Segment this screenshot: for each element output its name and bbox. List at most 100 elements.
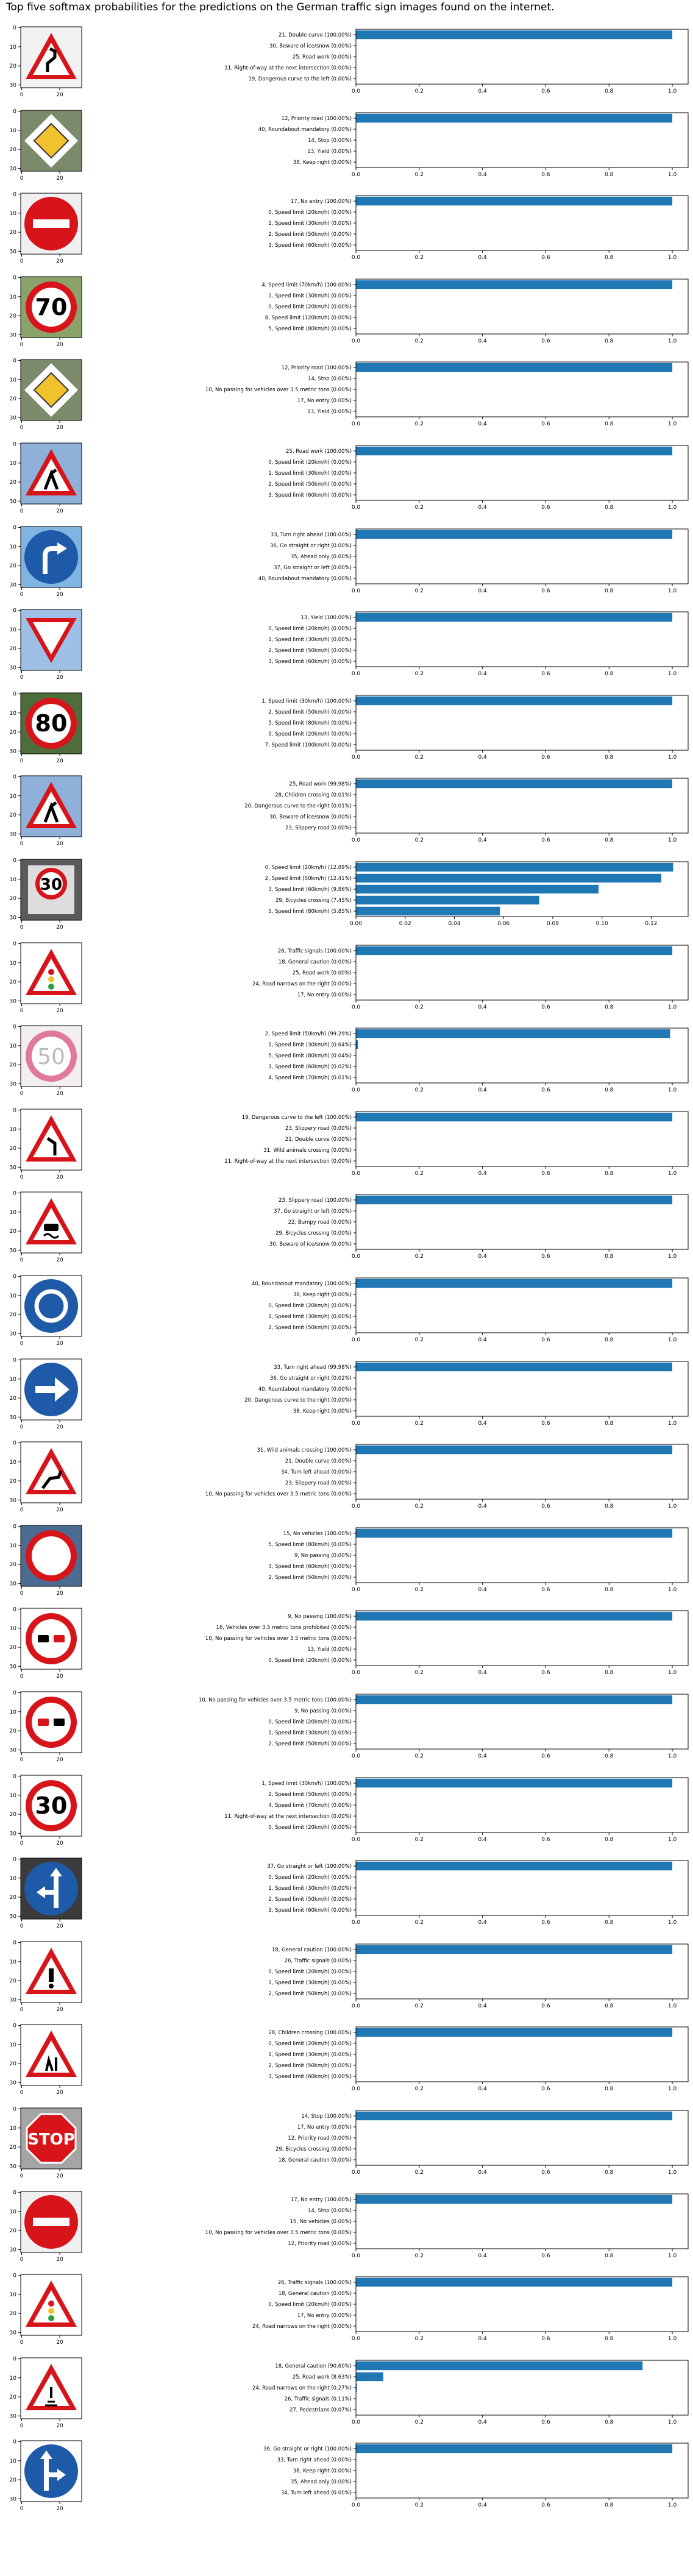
image-xtick-label: 20 (56, 2340, 63, 2346)
category-label: 4, Speed limit (70km/h) (0.00%) (268, 1803, 352, 1809)
bar (356, 696, 673, 705)
image-frame (20, 1275, 82, 1337)
image-xtick-label: 0 (20, 1923, 24, 1929)
xtick-label: 0.0 (352, 2419, 361, 2425)
category-label: 3, Speed limit (60km/h) (0.00%) (268, 659, 352, 665)
image-ytick-label: 20 (10, 1728, 17, 1734)
bar (356, 1528, 673, 1538)
xtick-label: 1.0 (668, 1421, 677, 1427)
image-xtick-label: 0 (20, 342, 24, 348)
image-xtick-label: 20 (56, 675, 63, 681)
image-xtick-label: 0 (20, 1840, 24, 1847)
image-xtick-label: 0 (20, 1591, 24, 1597)
xtick-label: 0.4 (478, 754, 487, 761)
image-ytick-label: 0 (13, 941, 16, 947)
bar (356, 779, 672, 789)
image-ytick-label: 30 (10, 832, 17, 838)
bar (356, 2444, 673, 2454)
image-ytick-label: 10 (10, 544, 17, 550)
plot-frame (355, 2110, 689, 2166)
xtick-label: 0.0 (352, 1587, 361, 1593)
image-ytick-label: 30 (10, 82, 17, 88)
xtick-label: 0.0 (352, 421, 361, 427)
plot-frame (355, 945, 689, 1001)
category-label: 21, Double curve (0.00%) (285, 1458, 352, 1464)
image-frame (20, 2024, 82, 2086)
xtick-label: 0.8 (605, 2419, 614, 2425)
xtick-label: 0.8 (605, 1920, 614, 1926)
image-ytick-label: 20 (10, 1562, 17, 1568)
category-label: 38, Keep right (0.00%) (293, 160, 352, 166)
bar-plot: 2, Speed limit (50km/h) (99.29%) 1, Speed… (265, 1027, 689, 1093)
image-ytick-label: 0 (13, 192, 16, 198)
xtick-label: 0.8 (605, 837, 614, 843)
category-label: 1, Speed limit (30km/h) (0.00%) (268, 221, 352, 227)
category-label: 2, Speed limit (50km/h) (0.00%) (268, 232, 352, 238)
image-xtick-label: 20 (56, 1174, 63, 1180)
image-ytick-label: 30 (10, 748, 17, 754)
image-frame (20, 26, 82, 88)
xtick-label: 0.0 (352, 172, 361, 178)
xtick-label: 1.0 (668, 1087, 677, 1093)
no-entry-sign-icon (21, 193, 82, 255)
category-label: 7, Speed limit (100km/h) (0.00%) (265, 742, 352, 748)
xtick-label: 0.6 (541, 1587, 550, 1593)
category-label: 20, Dangerous curve to the right (0.01%) (244, 803, 352, 809)
priority-road-sign-icon (21, 110, 82, 171)
bar (356, 196, 673, 206)
category-label: 0, Speed limit (20km/h) (0.00%) (268, 1303, 352, 1309)
image-ytick-label: 0 (13, 275, 16, 281)
image-ytick-label: 30 (10, 1831, 17, 1837)
xtick-label: 0.0 (352, 1337, 361, 1343)
category-label: 18, General caution (0.00%) (279, 959, 352, 965)
xtick-label: 0.6 (541, 754, 550, 761)
xtick-label: 0.2 (415, 1171, 424, 1177)
category-label: 24, Road narrows on the right (0.00%) (252, 981, 352, 987)
image-ytick-label: 30 (10, 499, 17, 505)
category-label: 3, Speed limit (60km/h) (0.00%) (268, 492, 352, 499)
xtick-label: 0.0 (352, 671, 361, 677)
prediction-row: 0 10 20 30 0 20 9, No passing (100.00%) 16, Veh… (0, 1602, 693, 1685)
image-frame (20, 942, 82, 1004)
image-ytick-label: 20 (10, 480, 17, 486)
xtick-label: 0.0 (352, 1753, 361, 1759)
category-label: 9, No passing (0.00%) (294, 1708, 352, 1714)
yield-sign-icon (21, 609, 82, 671)
image-frame (20, 609, 82, 671)
image-ytick-label: 10 (10, 1792, 17, 1798)
plot-frame (355, 279, 689, 335)
image-xtick-label: 0 (20, 1507, 24, 1513)
plot-frame (355, 1610, 689, 1666)
prediction-row: 80 0 10 20 30 0 20 1, Speed limit (30km/h) (100… (0, 687, 693, 770)
category-label: 18, General caution (0.00%) (279, 2157, 352, 2163)
light-green (48, 2315, 54, 2322)
image-ytick-label: 20 (10, 1396, 17, 1402)
image-xtick-label: 20 (56, 1591, 63, 1597)
image-ytick-label: 20 (10, 729, 17, 736)
image-ytick-label: 30 (10, 1248, 17, 1254)
xtick-label: 0.2 (415, 588, 424, 594)
xtick-label: 0.6 (541, 2003, 550, 2009)
image-ytick-label: 20 (10, 646, 17, 652)
image-ytick-label: 10 (10, 1959, 17, 1965)
image-xtick-label: 20 (56, 1757, 63, 1763)
image-ytick-label: 30 (10, 1414, 17, 1421)
xtick-label: 0.4 (478, 88, 487, 94)
stop-sign-icon: STOP (21, 2108, 82, 2169)
bar (356, 2361, 643, 2370)
image-ytick-label: 0 (13, 1691, 16, 1697)
bar-plot: 21, Double curve (100.00%) 30, Beware of … (224, 29, 689, 94)
sign-number: 50 (37, 1045, 65, 1070)
image-ytick-label: 30 (10, 249, 17, 255)
image-xtick-label: 0 (20, 2340, 24, 2346)
xtick-label: 1.0 (668, 754, 677, 761)
arrow-up (40, 2450, 52, 2460)
xtick-label: 0.8 (605, 2003, 614, 2009)
